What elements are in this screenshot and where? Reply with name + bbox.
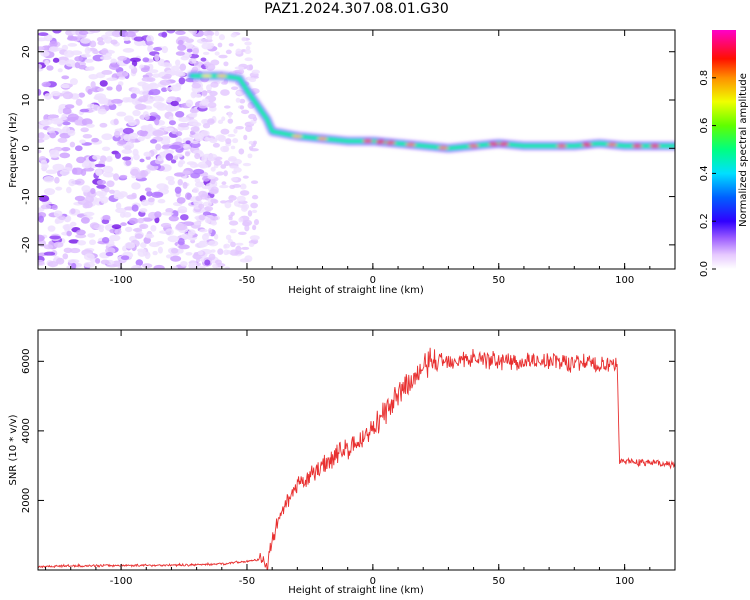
spectrogram-noise xyxy=(38,30,261,269)
snr-xtick-label: 50 xyxy=(492,576,505,587)
snr-xtick-label: 0 xyxy=(370,576,376,587)
snr-xtick-label: -100 xyxy=(110,576,133,587)
spectrogram-xtick-label: 50 xyxy=(492,275,505,286)
snr-xlabel: Height of straight line (km) xyxy=(288,585,424,596)
spectrogram-ytick-label: -10 xyxy=(21,188,32,204)
snr-ticks: -100 -50 0 50 100 2000 4000 6000 xyxy=(21,330,676,587)
colorbar-ticks: 0.0 0.2 0.4 0.6 0.8 xyxy=(699,70,716,277)
spectrogram-ytick-label: 0 xyxy=(21,145,32,151)
spectrogram-ytick-label: 10 xyxy=(21,94,32,107)
colorbar-tick-label: 0.2 xyxy=(699,213,710,229)
colorbar-tick-label: 0.4 xyxy=(699,165,710,181)
colorbar-gradient xyxy=(712,30,736,269)
spectrogram-xtick-label: 100 xyxy=(615,275,634,286)
colorbar: 0.0 0.2 0.4 0.6 0.8 Normalized spectral ampl… xyxy=(699,30,749,277)
colorbar-label: Normalized spectral amplitude xyxy=(738,73,749,227)
spectrogram-ytick-label: 20 xyxy=(21,45,32,58)
snr-ytick-label: 6000 xyxy=(21,349,32,374)
snr-xtick-label: 100 xyxy=(615,576,634,587)
snr-xtick-label: -50 xyxy=(239,576,255,587)
snr-series-line xyxy=(38,347,675,570)
spectrogram-xtick-label: -50 xyxy=(239,275,255,286)
spectrogram-ridge xyxy=(187,71,675,153)
spectrogram-ylabel: Frequency (Hz) xyxy=(8,112,19,188)
snr-ytick-label: 2000 xyxy=(21,488,32,513)
snr-ylabel: SNR (10 * v/v) xyxy=(8,414,19,485)
snr-ytick-label: 4000 xyxy=(21,418,32,443)
spectrogram-xtick-label: 0 xyxy=(370,275,376,286)
spectrogram-frame xyxy=(37,29,676,270)
colorbar-tick-label: 0.0 xyxy=(699,261,710,277)
snr-frame xyxy=(37,329,676,571)
snr-panel: -100 -50 0 50 100 2000 4000 6000 Height of stra… xyxy=(8,329,676,596)
colorbar-tick-label: 0.8 xyxy=(699,70,710,86)
colorbar-tick-label: 0.6 xyxy=(699,118,710,134)
spectrogram-xlabel: Height of straight line (km) xyxy=(288,285,424,296)
page-title: PAZ1.2024.307.08.01.G30 xyxy=(264,1,449,17)
spectrogram-ytick-label: -20 xyxy=(21,237,32,253)
spectrogram-xtick-label: -100 xyxy=(110,275,133,286)
